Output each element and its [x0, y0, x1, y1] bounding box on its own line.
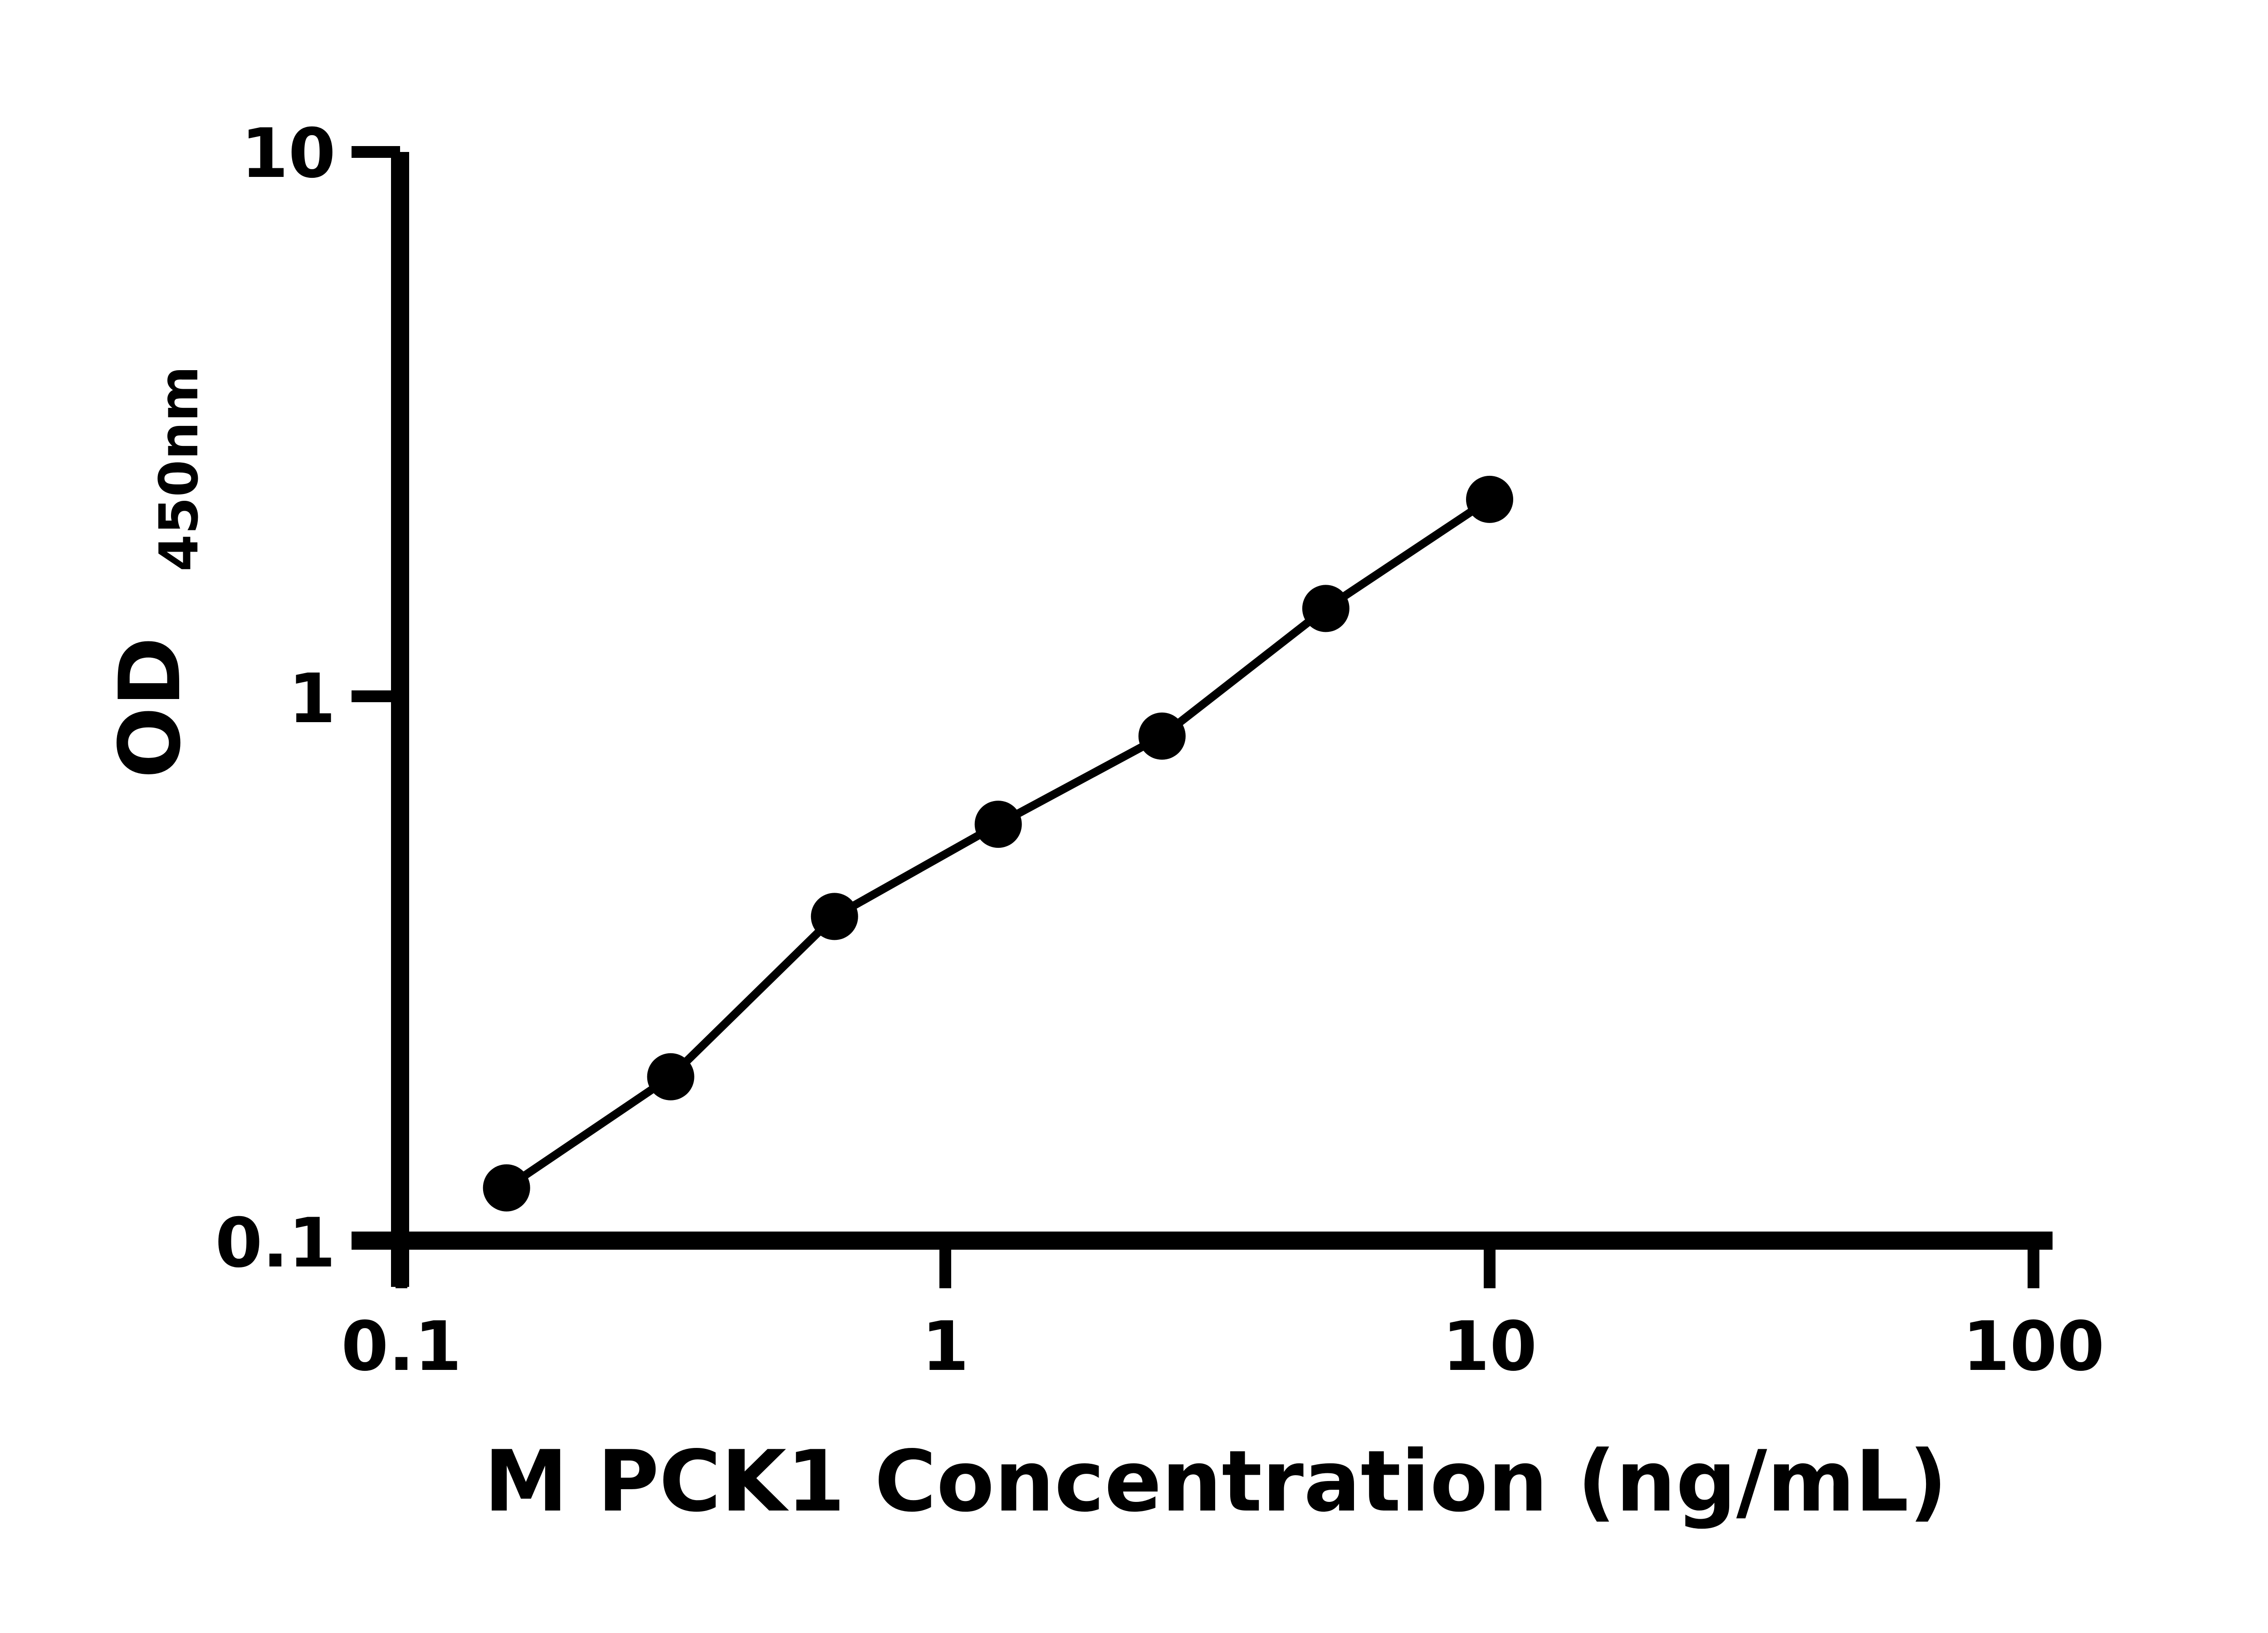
y-tick-label-10: 10 [241, 114, 336, 193]
data-point-marker[interactable] [1302, 585, 1349, 632]
y-tick-label-0.1: 0.1 [215, 1204, 336, 1283]
y-axis-title-base: OD [101, 637, 199, 779]
y-axis-title: OD 450nm [101, 366, 210, 779]
data-point-marker[interactable] [483, 1164, 530, 1212]
y-axis-title-subscript: 450nm [147, 366, 210, 572]
y-tick-label-1: 1 [288, 660, 336, 738]
data-point-marker[interactable] [1466, 475, 1513, 523]
x-axis-ticks [396, 1241, 2039, 1288]
x-tick-label-1: 1 [922, 1307, 969, 1386]
data-point-marker[interactable] [1138, 712, 1186, 760]
x-axis-title: M PCK1 Concentration (ng/mL) [484, 1432, 1947, 1530]
data-point-marker[interactable] [974, 801, 1022, 848]
x-tick-label-100: 100 [1962, 1307, 2104, 1386]
data-point-marker[interactable] [811, 893, 858, 940]
data-point-marker[interactable] [647, 1053, 694, 1100]
x-tick-label-10: 10 [1442, 1307, 1537, 1386]
data-series-layer [483, 475, 1513, 1212]
y-axis-ticks [352, 146, 400, 1247]
x-tick-label-0.1: 0.1 [341, 1307, 462, 1386]
